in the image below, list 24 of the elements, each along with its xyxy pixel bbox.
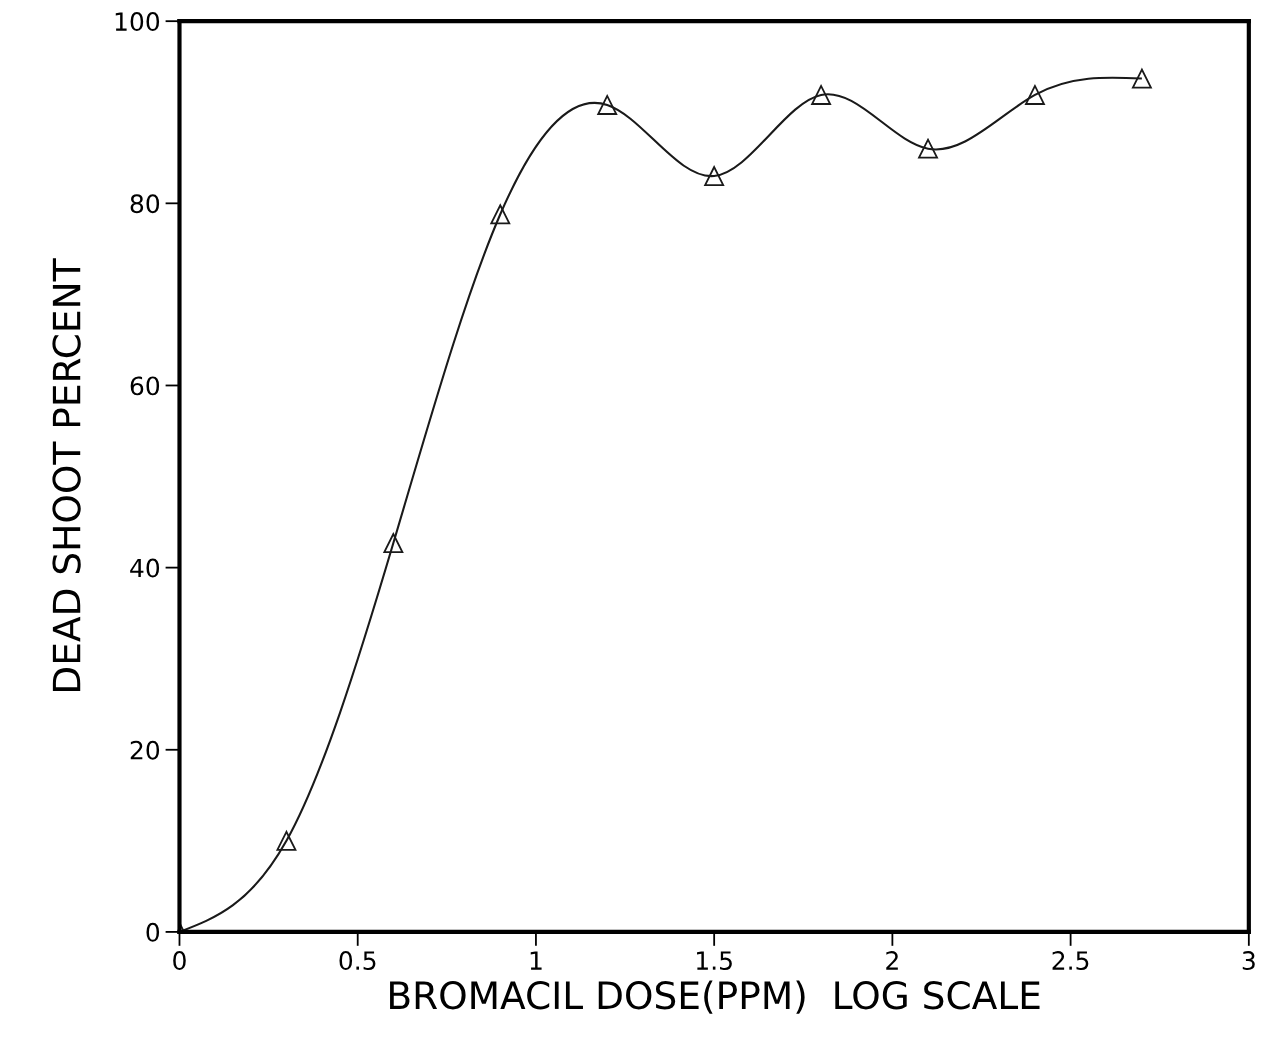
x-tick-label: 0.5 [339, 951, 376, 971]
x-tick-label: 3 [1242, 951, 1255, 971]
point [490, 204, 511, 225]
x-tick-label: 1 [530, 951, 542, 970]
y-tick-label: 60 [130, 376, 160, 396]
point [1131, 68, 1152, 89]
x-axis-title: BROMACIL DOSE(PPM) LOG SCALE [390, 980, 1040, 1014]
point [704, 166, 725, 186]
point [597, 95, 618, 115]
x-tick-label: 2 [886, 951, 898, 970]
x-tick-label: 0 [173, 951, 186, 971]
y-axis-title: DEAD SHOOT PERCENT [52, 258, 81, 691]
point [383, 533, 404, 553]
point [918, 138, 938, 159]
x-tick-label: 2.5 [1052, 951, 1089, 971]
y-tick-label: 100 [115, 12, 160, 32]
y-tick-label: 40 [130, 558, 160, 578]
y-tick-label: 80 [130, 194, 160, 214]
point [1025, 85, 1045, 105]
point [276, 830, 297, 851]
point [811, 85, 832, 105]
x-tick-label: 1.5 [697, 951, 732, 971]
y-tick-label: 20 [130, 740, 160, 760]
y-tick-label: 0 [146, 922, 160, 942]
